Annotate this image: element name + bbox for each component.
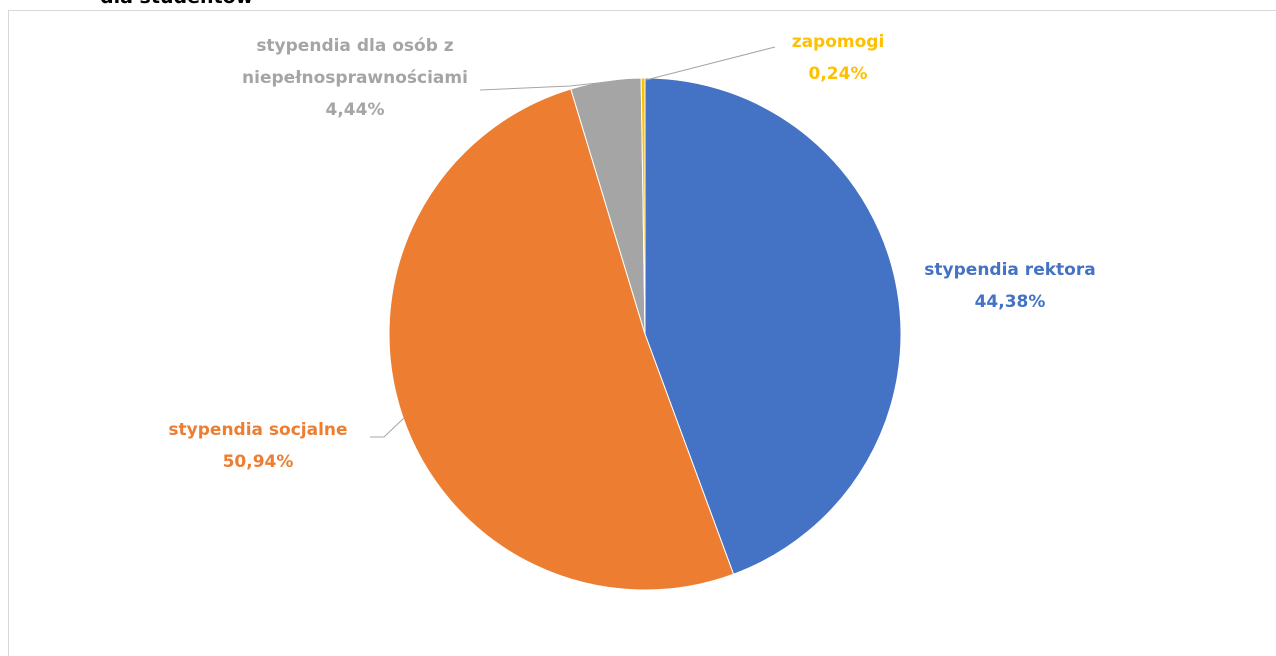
chart-border	[8, 10, 1276, 656]
slices	[388, 77, 902, 591]
pie-slice	[644, 77, 902, 575]
category-label: stypendia rektora	[924, 260, 1096, 280]
value-label: 0,24%	[808, 64, 868, 84]
pie-slice	[388, 88, 735, 591]
chart-title: dla studentów	[100, 0, 253, 8]
data-label: stypendia socjalne 50,94%	[108, 414, 408, 478]
data-label: zapomogi 0,24%	[738, 26, 938, 90]
category-label: stypendia socjalne	[168, 420, 348, 440]
value-label: 44,38%	[974, 292, 1046, 312]
value-label: 50,94%	[222, 452, 294, 472]
category-label: zapomogi	[791, 32, 885, 52]
category-label: stypendia dla osób z niepełnosprawnościa…	[242, 36, 468, 88]
leader-line	[370, 417, 405, 438]
leader-line	[645, 46, 776, 81]
leader-line	[479, 81, 608, 91]
data-label: stypendia rektora 44,38%	[860, 254, 1160, 318]
value-label: 4,44%	[325, 100, 385, 120]
data-label: stypendia dla osób z niepełnosprawnościa…	[225, 30, 485, 126]
pie-slice	[640, 77, 646, 335]
